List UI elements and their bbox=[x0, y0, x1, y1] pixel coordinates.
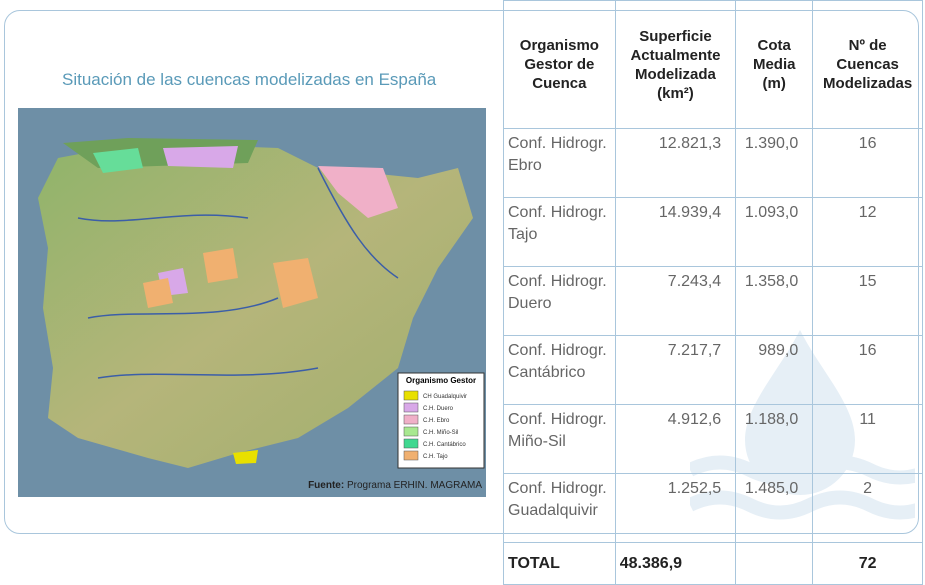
table-cell: Conf. Hidrogr. Duero bbox=[504, 267, 616, 336]
table-cell: 2 bbox=[813, 474, 923, 543]
table-cell: 1.252,5 bbox=[615, 474, 735, 543]
table-cell: Conf. Hidrogr. Tajo bbox=[504, 198, 616, 267]
legend-label: C.H. Miño-Sil bbox=[423, 430, 458, 436]
legend-title: Organismo Gestor bbox=[406, 376, 476, 385]
header-cell: Cota Media (m) bbox=[736, 1, 813, 129]
legend-label: CH Guadalquivir bbox=[423, 394, 467, 400]
header-cell: Superficie Actualmente Modelizada (km²) bbox=[615, 1, 735, 129]
total-cell: TOTAL bbox=[504, 543, 616, 585]
legend-label: C.H. Cantábrico bbox=[423, 442, 466, 448]
legend-swatch bbox=[404, 403, 418, 412]
page: Situación de las cuencas modelizadas en … bbox=[0, 0, 925, 544]
legend-label: C.H. Duero bbox=[423, 406, 454, 412]
table-cell: 16 bbox=[813, 336, 923, 405]
legend-swatch bbox=[404, 451, 418, 460]
table-cell: 15 bbox=[813, 267, 923, 336]
table-cell: 11 bbox=[813, 405, 923, 474]
table-cell: 1.093,0 bbox=[736, 198, 813, 267]
table-cell: 12 bbox=[813, 198, 923, 267]
table-cell: 1.358,0 bbox=[736, 267, 813, 336]
legend-swatch bbox=[404, 439, 418, 448]
table-cell: Conf. Hidrogr. Miño-Sil bbox=[504, 405, 616, 474]
table-cell: 12.821,3 bbox=[615, 129, 735, 198]
table-cell: 4.912,6 bbox=[615, 405, 735, 474]
legend-swatch bbox=[404, 427, 418, 436]
table-cell: 16 bbox=[813, 129, 923, 198]
legend-label: C.H. Tajo bbox=[423, 454, 448, 460]
panel-title: Situación de las cuencas modelizadas en … bbox=[62, 70, 436, 90]
table-cell: 14.939,4 bbox=[615, 198, 735, 267]
source: Fuente: Programa ERHIN. MAGRAMA bbox=[308, 480, 482, 491]
table-cell: 7.243,4 bbox=[615, 267, 735, 336]
map: Organismo Gestor CH Guadalquivir C.H. Due… bbox=[18, 108, 486, 497]
total-cell bbox=[736, 543, 813, 585]
legend: Organismo Gestor CH Guadalquivir C.H. Due… bbox=[398, 373, 484, 468]
legend-swatch bbox=[404, 391, 418, 400]
table-cell: Conf. Hidrogr. Cantábrico bbox=[504, 336, 616, 405]
legend-swatch bbox=[404, 415, 418, 424]
table-cell: Conf. Hidrogr. Guadalquivir bbox=[504, 474, 616, 543]
table-cell: 989,0 bbox=[736, 336, 813, 405]
table-cell: 1.390,0 bbox=[736, 129, 813, 198]
header-cell: Organismo Gestor de Cuenca bbox=[504, 1, 616, 129]
legend-label: C.H. Ebro bbox=[423, 418, 450, 424]
table-cell: Conf. Hidrogr. Ebro bbox=[504, 129, 616, 198]
total-cell: 48.386,9 bbox=[615, 543, 735, 585]
table-cell: 1.485,0 bbox=[736, 474, 813, 543]
table-cell: 7.217,7 bbox=[615, 336, 735, 405]
total-cell: 72 bbox=[813, 543, 923, 585]
header-cell: Nº de Cuencas Modelizadas bbox=[813, 1, 923, 129]
table-cell: 1.188,0 bbox=[736, 405, 813, 474]
